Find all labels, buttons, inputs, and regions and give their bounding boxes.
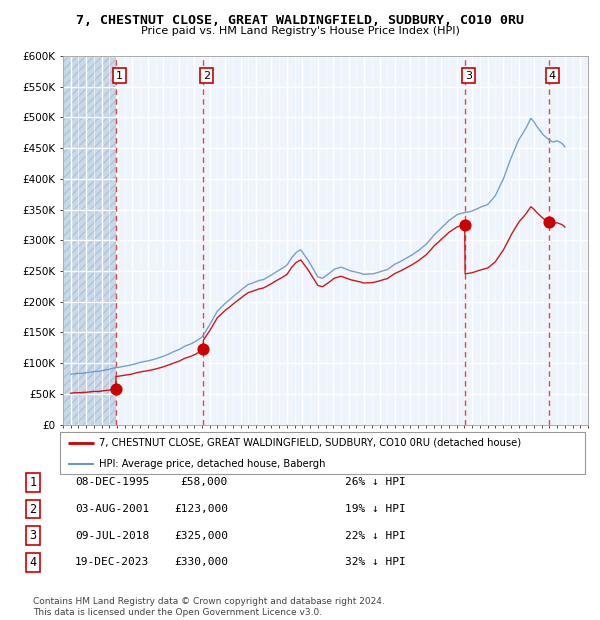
Text: 03-AUG-2001: 03-AUG-2001 [75,504,149,514]
Text: 19% ↓ HPI: 19% ↓ HPI [345,504,406,514]
Point [544,217,554,227]
Text: 7, CHESTNUT CLOSE, GREAT WALDINGFIELD, SUDBURY, CO10 0RU (detached house): 7, CHESTNUT CLOSE, GREAT WALDINGFIELD, S… [100,438,521,448]
Text: 09-JUL-2018: 09-JUL-2018 [75,531,149,541]
Text: 1: 1 [29,476,37,489]
Point [199,344,208,354]
Point [111,384,121,394]
Text: £325,000: £325,000 [174,531,228,541]
Text: 3: 3 [465,71,472,81]
Text: £123,000: £123,000 [174,504,228,514]
Text: 4: 4 [29,556,37,569]
Point [460,220,470,230]
Text: Price paid vs. HM Land Registry's House Price Index (HPI): Price paid vs. HM Land Registry's House … [140,26,460,36]
Text: 7, CHESTNUT CLOSE, GREAT WALDINGFIELD, SUDBURY, CO10 0RU: 7, CHESTNUT CLOSE, GREAT WALDINGFIELD, S… [76,14,524,27]
Text: 3: 3 [29,529,37,542]
Text: 22% ↓ HPI: 22% ↓ HPI [345,531,406,541]
Text: £330,000: £330,000 [174,557,228,567]
FancyBboxPatch shape [60,432,585,474]
Text: 2: 2 [203,71,211,81]
Text: £58,000: £58,000 [181,477,228,487]
Text: 2: 2 [29,503,37,515]
Bar [63,56,116,425]
Text: 08-DEC-1995: 08-DEC-1995 [75,477,149,487]
Text: 19-DEC-2023: 19-DEC-2023 [75,557,149,567]
Text: Contains HM Land Registry data © Crown copyright and database right 2024.
This d: Contains HM Land Registry data © Crown c… [33,598,385,617]
Text: 26% ↓ HPI: 26% ↓ HPI [345,477,406,487]
Text: 32% ↓ HPI: 32% ↓ HPI [345,557,406,567]
Text: 4: 4 [549,71,556,81]
Text: 1: 1 [116,71,123,81]
Text: HPI: Average price, detached house, Babergh: HPI: Average price, detached house, Babe… [100,459,326,469]
